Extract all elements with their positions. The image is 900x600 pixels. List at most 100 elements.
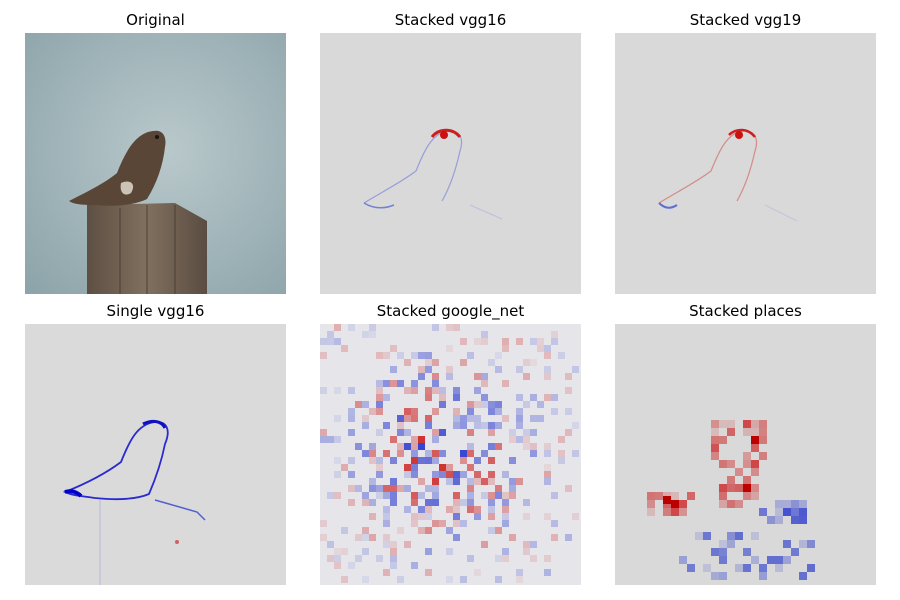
panel-title-stacked-vgg19: Stacked vgg19	[689, 11, 802, 29]
texture-cell	[551, 394, 558, 401]
texture-cell	[376, 429, 383, 436]
texture-cell	[404, 387, 411, 394]
texture-cell	[727, 532, 735, 540]
texture-cell	[727, 428, 735, 436]
texture-cell	[460, 576, 467, 583]
texture-cell	[488, 492, 495, 499]
texture-cell	[383, 492, 390, 499]
texture-cell	[432, 450, 439, 457]
texture-cell	[425, 527, 432, 534]
texture-cell	[530, 450, 537, 457]
texture-cell	[383, 520, 390, 527]
texture-cell	[759, 436, 767, 444]
texture-cell	[516, 408, 523, 415]
texture-cell	[376, 464, 383, 471]
texture-cell	[502, 513, 509, 520]
texture-cell	[390, 548, 397, 555]
texture-cell	[348, 429, 355, 436]
texture-cell	[474, 471, 481, 478]
texture-cell	[759, 572, 767, 580]
texture-cell	[348, 485, 355, 492]
texture-cell	[467, 506, 474, 513]
texture-cell	[383, 450, 390, 457]
texture-cell	[751, 436, 759, 444]
texture-cell	[404, 485, 411, 492]
texture-cell	[467, 464, 474, 471]
texture-cell	[383, 513, 390, 520]
texture-cell	[334, 562, 341, 569]
texture-cell	[383, 485, 390, 492]
texture-cell	[751, 484, 759, 492]
texture-cell	[735, 468, 743, 476]
texture-cell	[453, 506, 460, 513]
texture-cell	[791, 548, 799, 556]
texture-cell	[390, 478, 397, 485]
texture-cell	[355, 534, 362, 541]
texture-cell	[446, 548, 453, 555]
texture-cell	[679, 500, 687, 508]
texture-cell	[334, 338, 341, 345]
texture-cell	[411, 436, 418, 443]
texture-cell	[446, 471, 453, 478]
texture-cell	[327, 338, 334, 345]
texture-cell	[390, 380, 397, 387]
texture-cell	[711, 452, 719, 460]
texture-cell	[404, 359, 411, 366]
texture-cell	[481, 373, 488, 380]
texture-cell	[687, 564, 695, 572]
texture-cell	[334, 492, 341, 499]
texture-cell	[348, 324, 355, 331]
texture-cell	[719, 484, 727, 492]
texture-cell	[671, 508, 679, 516]
texture-cell	[355, 401, 362, 408]
texture-cell	[418, 527, 425, 534]
texture-cell	[671, 492, 679, 500]
texture-cell	[565, 429, 572, 436]
texture-cell	[418, 366, 425, 373]
texture-cell	[341, 345, 348, 352]
texture-cell	[341, 527, 348, 534]
texture-cell	[791, 516, 799, 524]
texture-cell	[679, 508, 687, 516]
texture-cell	[411, 562, 418, 569]
texture-cell	[767, 556, 775, 564]
texture-cell	[453, 478, 460, 485]
texture-cell	[544, 471, 551, 478]
texture-cell	[565, 387, 572, 394]
texture-cell	[411, 499, 418, 506]
texture-cell	[404, 443, 411, 450]
texture-cell	[544, 569, 551, 576]
texture-cell	[425, 394, 432, 401]
texture-cell	[439, 450, 446, 457]
texture-cell	[783, 508, 791, 516]
texture-cell	[530, 541, 537, 548]
texture-cell	[320, 436, 327, 443]
texture-cell	[719, 556, 727, 564]
texture-cell	[488, 499, 495, 506]
texture-cell	[647, 508, 655, 516]
texture-cell	[348, 387, 355, 394]
texture-cell	[432, 457, 439, 464]
texture-cell	[495, 352, 502, 359]
texture-cell	[516, 366, 523, 373]
texture-cell	[362, 548, 369, 555]
texture-cell	[397, 380, 404, 387]
texture-cell	[530, 443, 537, 450]
texture-cell	[460, 520, 467, 527]
texture-cell	[502, 338, 509, 345]
saliency-map-single-vgg16	[25, 324, 286, 585]
texture-cell	[743, 420, 751, 428]
texture-cell	[474, 569, 481, 576]
texture-cell	[348, 499, 355, 506]
texture-cell	[334, 548, 341, 555]
texture-cell	[647, 492, 655, 500]
texture-cell	[334, 387, 341, 394]
texture-cell	[334, 436, 341, 443]
texture-cell	[544, 394, 551, 401]
texture-cell	[425, 506, 432, 513]
texture-cell	[439, 394, 446, 401]
texture-cell	[711, 420, 719, 428]
texture-cell	[711, 428, 719, 436]
texture-cell	[390, 499, 397, 506]
texture-cell	[376, 492, 383, 499]
